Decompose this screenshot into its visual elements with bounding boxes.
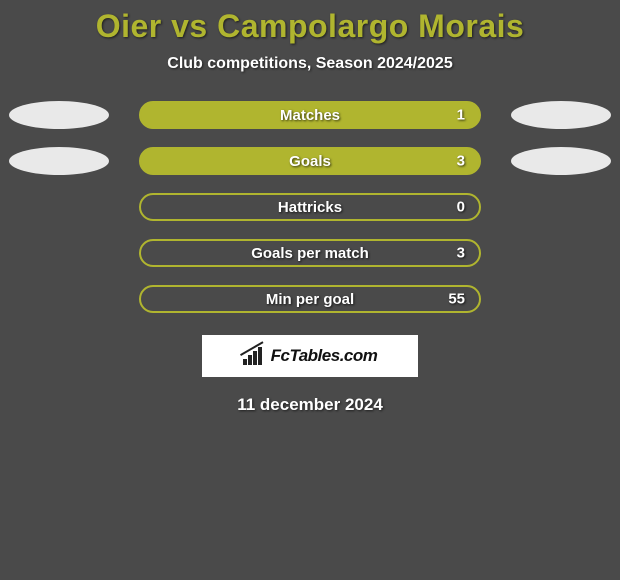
stat-label: Goals per match [251, 245, 369, 262]
subtitle: Club competitions, Season 2024/2025 [0, 55, 620, 73]
date-text: 11 december 2024 [0, 395, 620, 415]
stat-bar: Matches 1 [139, 101, 481, 129]
placeholder [511, 239, 611, 267]
stat-row: Goals per match 3 [0, 239, 620, 267]
stat-row: Goals 3 [0, 147, 620, 175]
stat-label: Min per goal [266, 291, 354, 308]
player-right-marker [511, 101, 611, 129]
placeholder [511, 193, 611, 221]
stat-label: Hattricks [278, 199, 342, 216]
stat-value: 55 [448, 291, 465, 308]
stat-row: Hattricks 0 [0, 193, 620, 221]
stat-bar: Hattricks 0 [139, 193, 481, 221]
stat-row: Min per goal 55 [0, 285, 620, 313]
stats-rows: Matches 1 Goals 3 Hattricks 0 Goals per match 3… [0, 101, 620, 313]
stat-value: 1 [457, 107, 465, 124]
logo-chart-icon [243, 347, 265, 365]
comparison-card: Oier vs Campolargo Morais Club competiti… [0, 0, 620, 580]
page-title: Oier vs Campolargo Morais [0, 8, 620, 45]
stat-bar: Goals per match 3 [139, 239, 481, 267]
placeholder [9, 285, 109, 313]
stat-label: Matches [280, 107, 340, 124]
stat-value: 0 [457, 199, 465, 216]
stat-value: 3 [457, 245, 465, 262]
player-right-marker [511, 147, 611, 175]
site-logo[interactable]: FcTables.com [202, 335, 418, 377]
stat-bar: Min per goal 55 [139, 285, 481, 313]
stat-row: Matches 1 [0, 101, 620, 129]
player-left-marker [9, 147, 109, 175]
stat-label: Goals [289, 153, 331, 170]
placeholder [9, 239, 109, 267]
placeholder [511, 285, 611, 313]
placeholder [9, 193, 109, 221]
logo-text: FcTables.com [271, 346, 378, 366]
stat-value: 3 [457, 153, 465, 170]
stat-bar: Goals 3 [139, 147, 481, 175]
player-left-marker [9, 101, 109, 129]
